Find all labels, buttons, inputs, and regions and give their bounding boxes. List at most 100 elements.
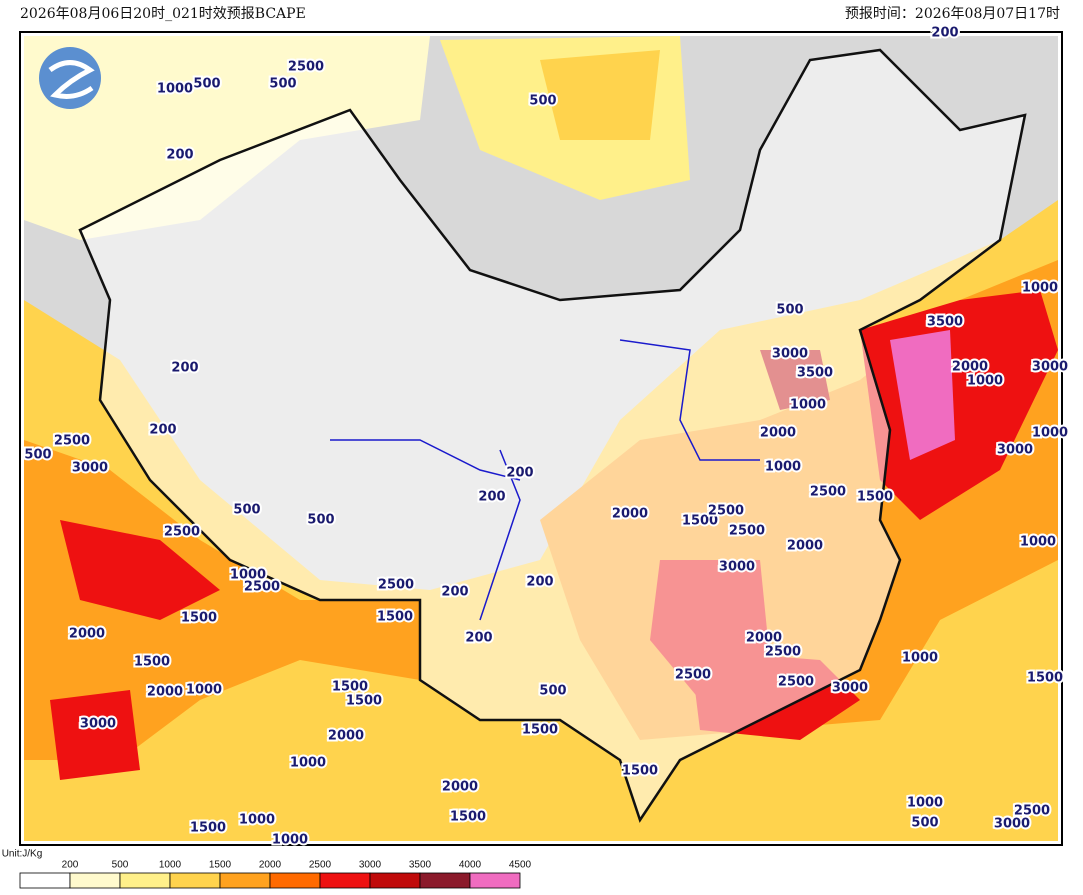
contour-labels: 1000 500250050050020020020020025005003000… bbox=[22, 24, 1070, 850]
contour-label: 2000 bbox=[612, 507, 648, 522]
contour-label: 2000 bbox=[147, 685, 183, 700]
contour-label: 200 bbox=[465, 631, 492, 646]
contour-label: 2500 bbox=[729, 524, 765, 539]
colorbar-tick-label: 500 bbox=[112, 860, 129, 871]
contour-label: 2500 bbox=[708, 504, 744, 519]
contour-label: 1500 bbox=[190, 821, 226, 836]
contour-label: 3000 bbox=[719, 560, 755, 575]
colorbar-box bbox=[469, 872, 521, 889]
contour-label: 1000 bbox=[1020, 535, 1056, 550]
contour-label: 1500 bbox=[181, 611, 217, 626]
contour-label: 500 bbox=[529, 94, 556, 109]
contour-label: 500 bbox=[307, 513, 334, 528]
logo bbox=[39, 47, 101, 109]
contour-label: 200 bbox=[171, 361, 198, 376]
colorbar-box bbox=[419, 872, 471, 889]
contour-label: 500 bbox=[233, 503, 260, 518]
contour-label: 1500 bbox=[622, 764, 658, 779]
contour-label: 1000 bbox=[907, 796, 943, 811]
contour-label: 2000 bbox=[328, 729, 364, 744]
contour-label: 2500 bbox=[675, 668, 711, 683]
contour-label: 200 bbox=[478, 490, 505, 505]
colorbar-tick-label: 3000 bbox=[359, 860, 382, 871]
contour-label: 500 bbox=[24, 448, 51, 463]
contour-label: 1500 bbox=[346, 694, 382, 709]
colorbar-tick-label: 3500 bbox=[409, 860, 432, 871]
contour-label: 1000 bbox=[290, 756, 326, 771]
colorbar-tick-label: 4500 bbox=[509, 860, 532, 871]
contour-label: 1000 bbox=[239, 813, 275, 828]
unit-label: Unit:J/Kg bbox=[2, 849, 43, 860]
contour-label: 200 bbox=[166, 148, 193, 163]
colorbar-box bbox=[319, 872, 371, 889]
contour-label: 3500 bbox=[927, 315, 963, 330]
contour-label: 2000 bbox=[69, 627, 105, 642]
contour-label: 200 bbox=[526, 575, 553, 590]
map-frame bbox=[19, 31, 1063, 846]
contour-label: 3000 bbox=[832, 681, 868, 696]
colorbar-box bbox=[119, 872, 171, 889]
contour-label: 1000 bbox=[272, 833, 308, 848]
contour-label: 200 bbox=[149, 423, 176, 438]
colorbar-tick-label: 1000 bbox=[159, 860, 182, 871]
colorbar-box bbox=[369, 872, 421, 889]
contour-label: 1500 bbox=[332, 680, 368, 695]
contour-label: 1500 bbox=[522, 723, 558, 738]
colorbar-box bbox=[19, 872, 71, 889]
contour-label: 1500 bbox=[682, 514, 718, 529]
contour-label: 2500 bbox=[765, 645, 801, 660]
colorbar-box bbox=[269, 872, 321, 889]
contour-label: 2500 bbox=[1014, 804, 1050, 819]
contour-label: 1000 bbox=[1022, 281, 1058, 296]
contour-label: 1000 bbox=[157, 82, 193, 97]
contour-label: 1000 bbox=[902, 651, 938, 666]
contour-label: 1500 bbox=[450, 810, 486, 825]
contour-label: 1000 bbox=[186, 683, 222, 698]
contour-label: 2500 bbox=[244, 580, 280, 595]
colorbar-tick-label: 2000 bbox=[259, 860, 282, 871]
header-right: 预报时间：2026年08月07日17时 bbox=[845, 6, 1060, 22]
colorbar-tick-label: 2500 bbox=[309, 860, 332, 871]
contour-label: 2000 bbox=[787, 539, 823, 554]
colorbar-tick-label: 1500 bbox=[209, 860, 232, 871]
contour-label: 2500 bbox=[164, 525, 200, 540]
contour-label: 1500 bbox=[377, 610, 413, 625]
contour-label: 2500 bbox=[810, 485, 846, 500]
china-border bbox=[78, 48, 1027, 823]
contour-label: 500 bbox=[776, 303, 803, 318]
contour-label: 1000 bbox=[790, 398, 826, 413]
contour-label: 1500 bbox=[134, 655, 170, 670]
contour-label: 2000 bbox=[746, 631, 782, 646]
contour-label: 1000 bbox=[765, 460, 801, 475]
contour-label: 500 bbox=[911, 816, 938, 831]
contour-label: 2500 bbox=[778, 675, 814, 690]
colorbar: 200 500 1000 1500 2000 2500 3000 3500 4000 4500 bbox=[19, 860, 532, 889]
contour-label: 3000 bbox=[997, 443, 1033, 458]
contour-label: 2500 bbox=[288, 60, 324, 75]
contour-label: 200 bbox=[441, 585, 468, 600]
colorbar-box bbox=[169, 872, 221, 889]
contour-label: 1500 bbox=[1027, 671, 1063, 686]
contour-label: 500 bbox=[539, 684, 566, 699]
contour-label: 3000 bbox=[994, 817, 1030, 832]
contour-label: 2000 bbox=[952, 360, 988, 375]
contour-label: 2000 bbox=[442, 780, 478, 795]
colorbar-box bbox=[219, 872, 271, 889]
contour-label: 3000 bbox=[72, 461, 108, 476]
contour-label: 2500 bbox=[378, 578, 414, 593]
contour-label: 3000 bbox=[772, 347, 808, 362]
colorbar-tick-label: 4000 bbox=[459, 860, 482, 871]
contour-label: 3000 bbox=[1032, 360, 1068, 375]
contour-label: 3000 bbox=[80, 717, 116, 732]
contour-label: 1000 bbox=[230, 568, 266, 583]
contour-label: 1000 bbox=[1032, 426, 1068, 441]
colorbar-tick-label: 200 bbox=[62, 860, 79, 871]
contour-label: 2000 bbox=[760, 426, 796, 441]
rivers bbox=[330, 339, 760, 621]
contour-label: 200 bbox=[506, 466, 533, 481]
contour-label: 1500 bbox=[857, 490, 893, 505]
contour-label: 3500 bbox=[797, 366, 833, 381]
contour-label: 200 bbox=[931, 26, 958, 41]
